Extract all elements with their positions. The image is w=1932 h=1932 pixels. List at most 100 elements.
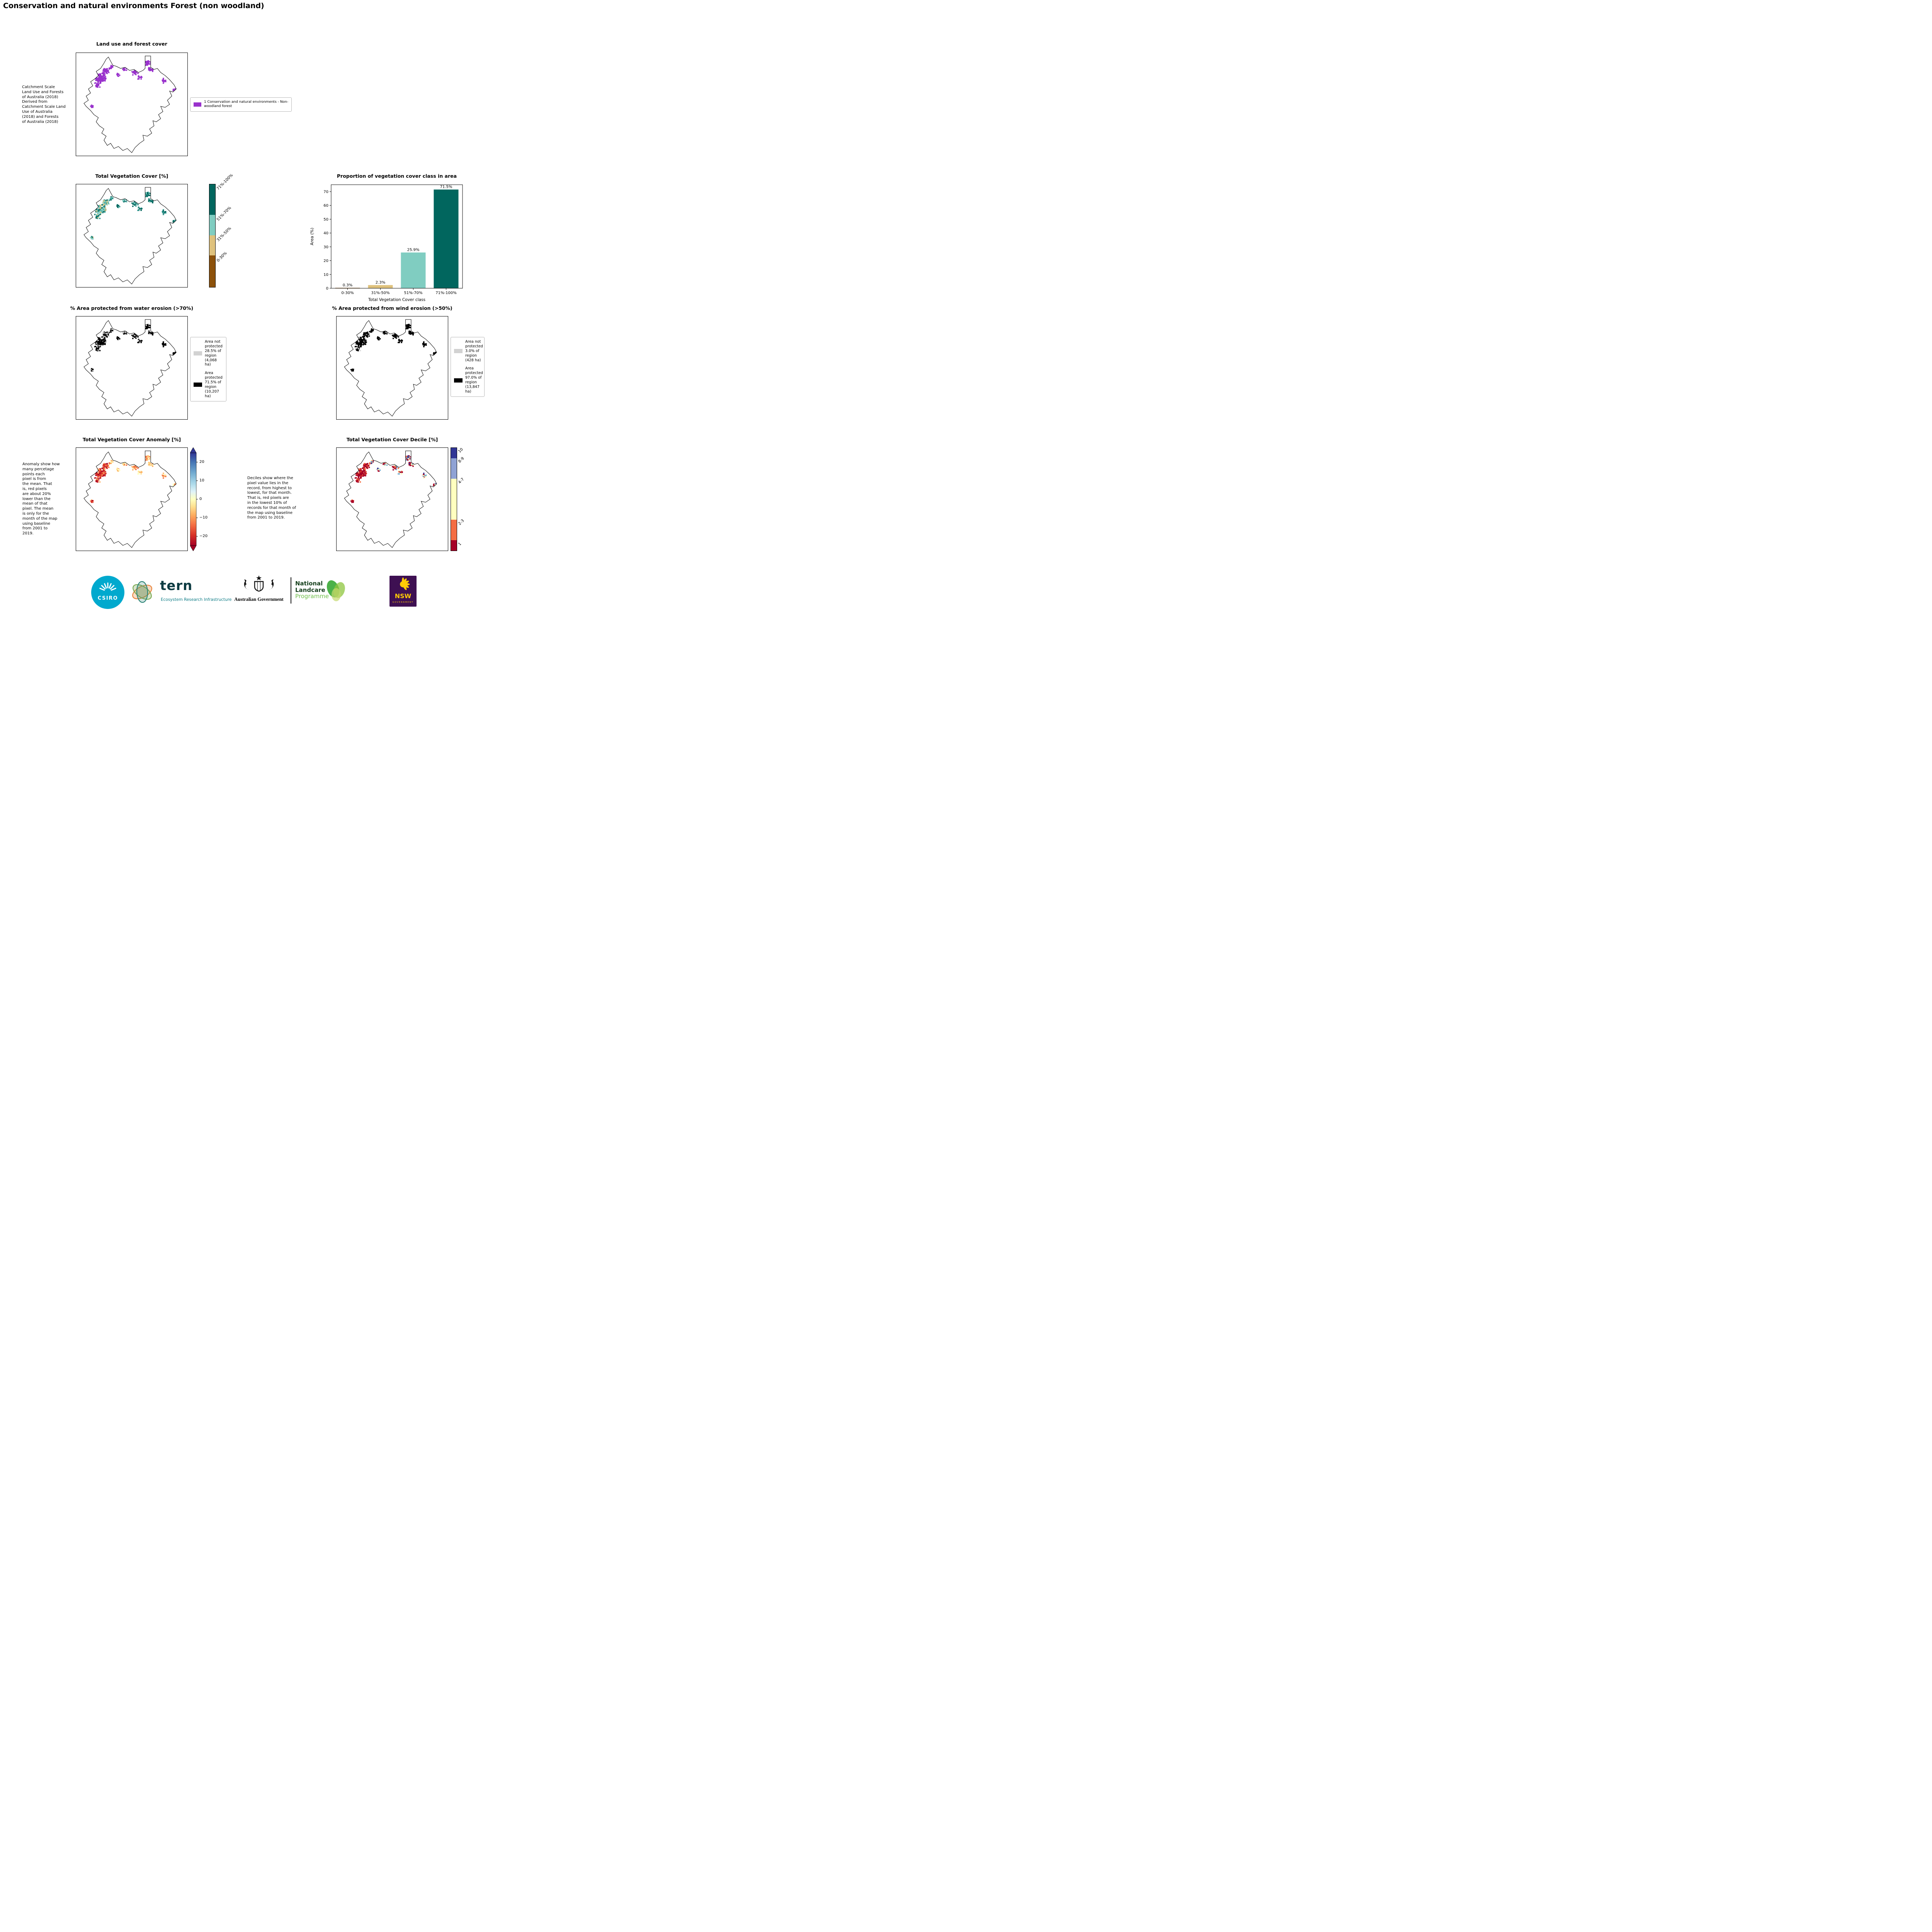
anomaly-map bbox=[76, 447, 188, 551]
bar-value-label: 71.5% bbox=[440, 185, 452, 189]
csiro-starburst-icon bbox=[99, 582, 116, 591]
page-title: Conservation and natural environments Fo… bbox=[3, 2, 264, 10]
legend-swatch bbox=[194, 351, 202, 356]
landuse-legend: 1 Conservation and natural environments … bbox=[190, 97, 292, 112]
landcare-line2: Landcare bbox=[295, 586, 325, 594]
anomaly-caption: Anomaly show how many percetage points e… bbox=[22, 462, 60, 536]
legend-label: Area protected 97.0% of region (13,847 h… bbox=[465, 366, 483, 394]
y-tick-label: 60 bbox=[323, 204, 328, 208]
legend-swatch bbox=[194, 383, 202, 387]
landcare-line1: National bbox=[295, 580, 323, 587]
colorbar-segment bbox=[451, 458, 457, 479]
region-boundary bbox=[84, 451, 176, 548]
map-svg bbox=[76, 448, 187, 551]
colorbar-label: 2-3 bbox=[457, 519, 465, 526]
tern-mark-icon bbox=[128, 577, 157, 608]
national-landcare-programme-logo: National Landcare Programme bbox=[295, 580, 329, 600]
decile-colorbar: 10 8-9 4-7 2-3 1 bbox=[451, 447, 465, 551]
bar bbox=[401, 252, 426, 288]
x-tick-label: 51%-70% bbox=[404, 291, 422, 295]
colorbar-tick-label: −10 bbox=[199, 515, 208, 520]
legend-label: Area not protected 28.5% of region (4,06… bbox=[205, 340, 223, 367]
map-svg bbox=[337, 448, 448, 551]
colorbar-label: 8-9 bbox=[457, 456, 465, 464]
landuse-title: Land use and forest cover bbox=[96, 41, 167, 47]
legend-entry: Area protected 71.5% of region (10,207 h… bbox=[194, 371, 223, 398]
csiro-wordmark: CSIRO bbox=[98, 595, 118, 601]
vegcover-colorbar: 71%-100% 51%-70% 31%-50% 0-30% bbox=[209, 173, 234, 287]
nsw-square bbox=[389, 576, 417, 607]
y-tick-label: 0 bbox=[326, 287, 328, 291]
australian-government-label: Australian Government bbox=[234, 597, 284, 602]
colorbar-label: 10 bbox=[457, 447, 464, 454]
waratah-icon bbox=[400, 577, 410, 590]
decile-title: Total Vegetation Cover Decile [%] bbox=[346, 437, 438, 442]
colorbar-segment bbox=[451, 478, 457, 520]
landuse-map bbox=[76, 53, 188, 156]
region-boundary bbox=[84, 56, 176, 153]
vegcover-map bbox=[76, 184, 188, 287]
map-svg bbox=[76, 316, 187, 419]
australian-government-logo: Australian Government bbox=[232, 575, 286, 602]
bar-value-label: 2.3% bbox=[376, 281, 385, 285]
colorbar-arrow-up bbox=[190, 447, 197, 453]
y-tick-label: 50 bbox=[323, 218, 328, 222]
colorbar-label: 31%-50% bbox=[216, 226, 232, 243]
legend-swatch bbox=[454, 349, 463, 354]
anomaly-colorbar: 20 10 0 −10 −20 bbox=[190, 447, 213, 551]
water-erosion-map bbox=[76, 316, 188, 420]
y-tick-label: 40 bbox=[323, 231, 328, 236]
nsw-government-logo: NSW GOVERNMENT bbox=[389, 576, 417, 608]
landcare-leaves-icon bbox=[324, 577, 348, 606]
y-tick-label: 20 bbox=[323, 259, 328, 263]
barchart-title: Proportion of vegetation cover class in … bbox=[337, 173, 457, 179]
map-svg bbox=[76, 53, 187, 156]
map-pixels bbox=[90, 60, 176, 108]
bar bbox=[368, 285, 393, 288]
anomaly-title: Total Vegetation Cover Anomaly [%] bbox=[82, 437, 181, 442]
report-page: Conservation and natural environments Fo… bbox=[0, 0, 487, 611]
colorbar-label: 51%-70% bbox=[216, 206, 232, 222]
region-boundary bbox=[344, 451, 437, 548]
colorbar-ticks bbox=[196, 462, 198, 537]
colorbar-label: 4-7 bbox=[457, 477, 465, 485]
colorbar-arrow-down bbox=[190, 545, 197, 551]
y-tick-label: 30 bbox=[323, 245, 328, 249]
map-pixels bbox=[350, 323, 437, 372]
colorbar-segment bbox=[209, 184, 215, 215]
y-tick-label: 70 bbox=[323, 190, 328, 194]
legend-entry: Area not protected 3.0% of region (428 h… bbox=[454, 340, 483, 362]
region-boundary bbox=[344, 320, 437, 416]
map-pixels bbox=[90, 323, 176, 372]
colorbar-segment bbox=[209, 255, 215, 287]
wind-title: % Area protected from wind erosion (>50%… bbox=[332, 305, 452, 311]
legend-label: Area not protected 3.0% of region (428 h… bbox=[465, 340, 483, 362]
map-pixels bbox=[90, 191, 176, 240]
colorbar-segment bbox=[209, 235, 215, 256]
region-boundary bbox=[84, 187, 176, 284]
colorbar-tick-label: 0 bbox=[199, 497, 202, 501]
water-title: % Area protected from water erosion (>70… bbox=[70, 305, 194, 311]
map-svg bbox=[337, 316, 448, 419]
region-boundary bbox=[84, 320, 176, 416]
decile-map bbox=[336, 447, 448, 551]
csiro-circle bbox=[91, 576, 124, 609]
anomaly-colorbar-svg bbox=[190, 447, 198, 551]
y-tick-label: 10 bbox=[323, 273, 328, 277]
landuse-legend-label: 1 Conservation and natural environments … bbox=[204, 100, 288, 109]
bar bbox=[434, 189, 459, 288]
x-axis-label: Total Vegetation Cover class bbox=[368, 298, 425, 302]
coat-of-arms-icon bbox=[244, 575, 274, 592]
landuse-caption: Catchment Scale Land Use and Forests of … bbox=[22, 85, 66, 124]
water-legend: Area not protected 28.5% of region (4,06… bbox=[190, 337, 226, 401]
legend-label: Area protected 71.5% of region (10,207 h… bbox=[205, 371, 223, 398]
tern-subtitle: Ecosystem Research Infrastructure bbox=[161, 597, 232, 602]
colorbar-segment bbox=[451, 448, 457, 458]
csiro-logo: CSIRO bbox=[91, 576, 124, 611]
tern-wordmark: tern bbox=[160, 578, 193, 594]
map-pixels bbox=[350, 455, 437, 503]
colorbar-label: 71%-100% bbox=[216, 173, 234, 191]
legend-swatch bbox=[454, 378, 463, 383]
legend-entry: Area protected 97.0% of region (13,847 h… bbox=[454, 366, 483, 394]
map-svg bbox=[76, 184, 187, 287]
